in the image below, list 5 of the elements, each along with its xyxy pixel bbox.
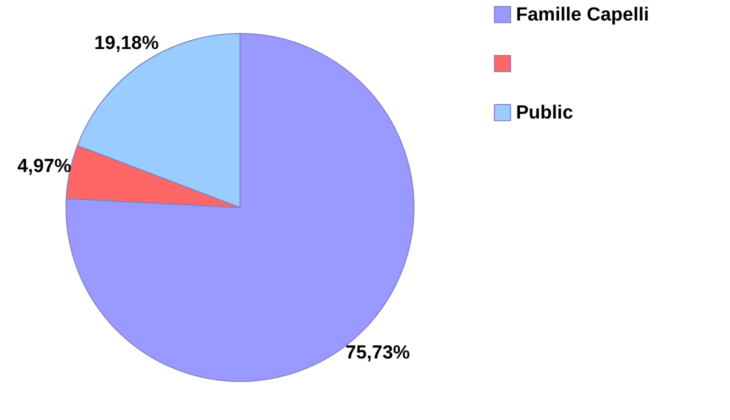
data-label: 19,18% (94, 32, 159, 54)
legend-label: Famille Capelli (516, 4, 650, 26)
data-label: 75,73% (346, 342, 410, 364)
legend-label: Public (516, 102, 574, 124)
data-label: 4,97% (17, 156, 72, 178)
